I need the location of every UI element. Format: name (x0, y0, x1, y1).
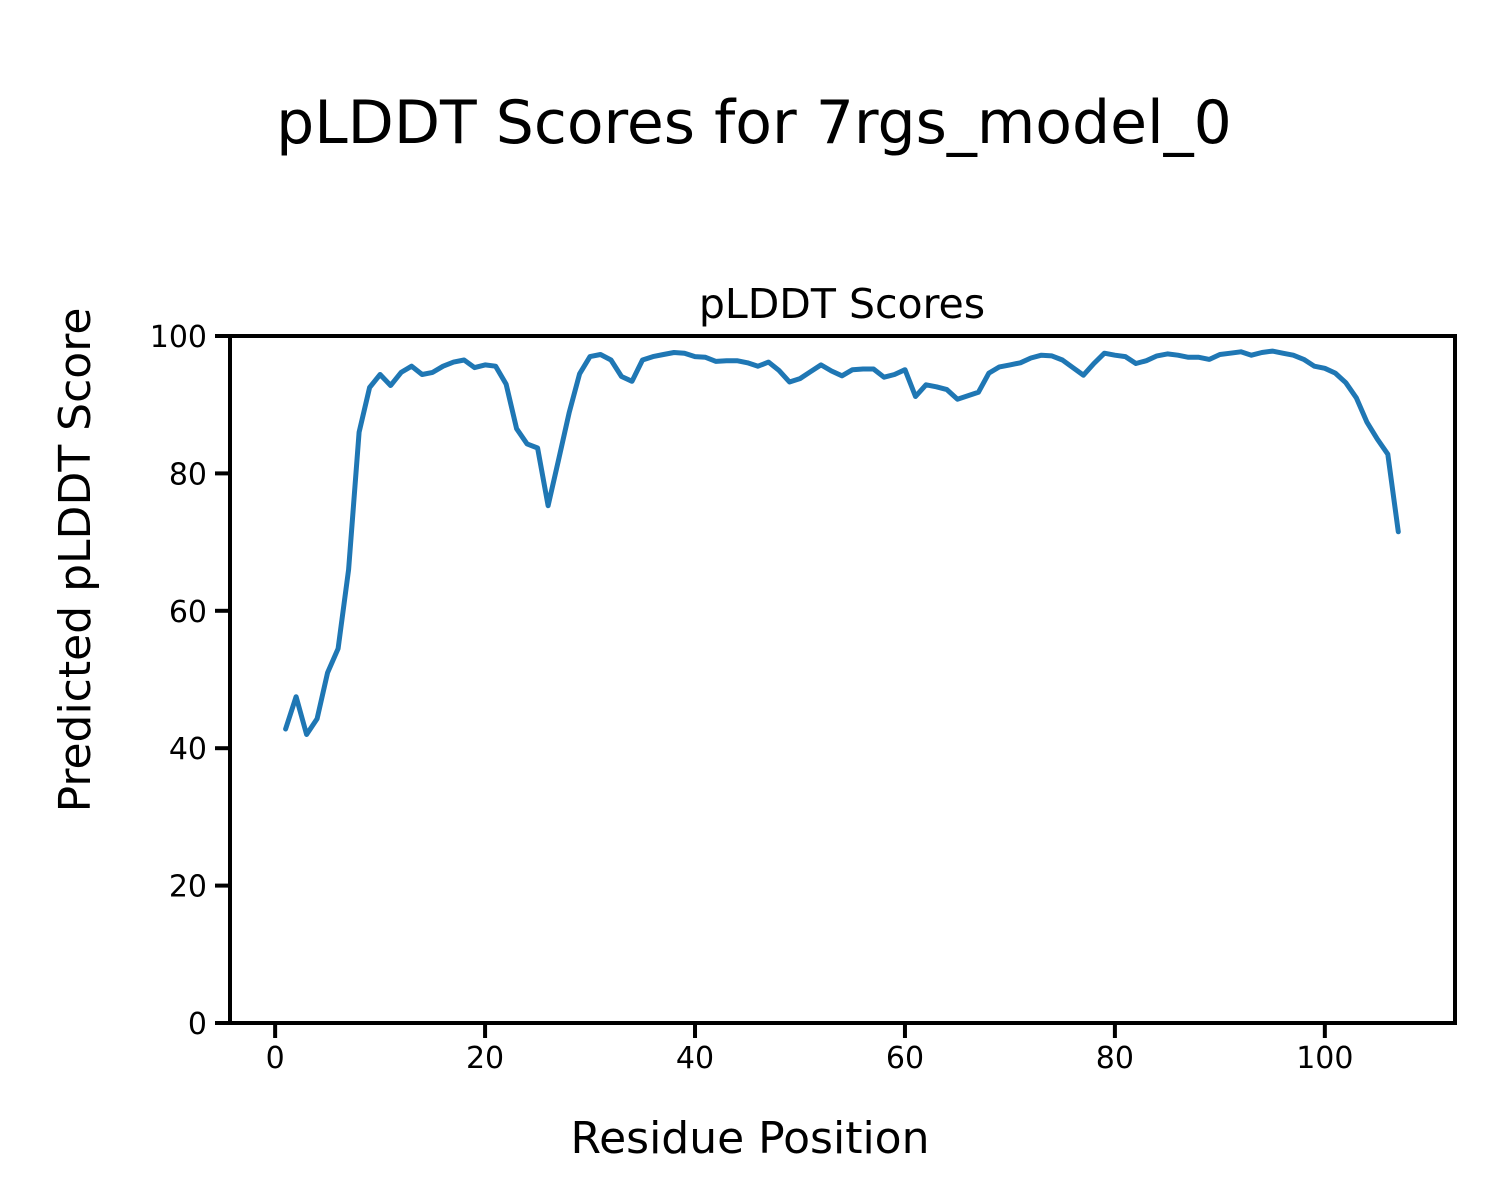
x-tick-label: 20 (466, 1041, 504, 1076)
x-axis-label: Residue Position (570, 1113, 929, 1164)
x-tick-label: 80 (1096, 1041, 1134, 1076)
y-axis-label: Predicted pLDDT Score (50, 308, 101, 813)
y-tick-label: 0 (188, 1007, 207, 1042)
x-tick-label: 40 (676, 1041, 714, 1076)
y-tick-label: 80 (169, 457, 207, 492)
x-ticks: 0 20 40 60 80 100 (266, 1023, 1353, 1076)
y-tick-label: 100 (150, 320, 207, 355)
y-tick-label: 20 (169, 870, 207, 905)
y-tick-label: 60 (169, 595, 207, 630)
y-ticks: 0 20 40 60 80 100 (150, 320, 230, 1042)
x-tick-label: 0 (266, 1041, 285, 1076)
plddt-score-line (283, 348, 1401, 737)
axes-spines (228, 334, 1457, 1025)
plot-area (230, 336, 1455, 1023)
x-tick-label: 100 (1296, 1041, 1353, 1076)
x-tick-label: 60 (886, 1041, 924, 1076)
axes-title: pLDDT Scores (699, 280, 985, 328)
figure-suptitle: pLDDT Scores for 7rgs_model_0 (276, 88, 1232, 158)
y-tick-label: 40 (169, 732, 207, 767)
